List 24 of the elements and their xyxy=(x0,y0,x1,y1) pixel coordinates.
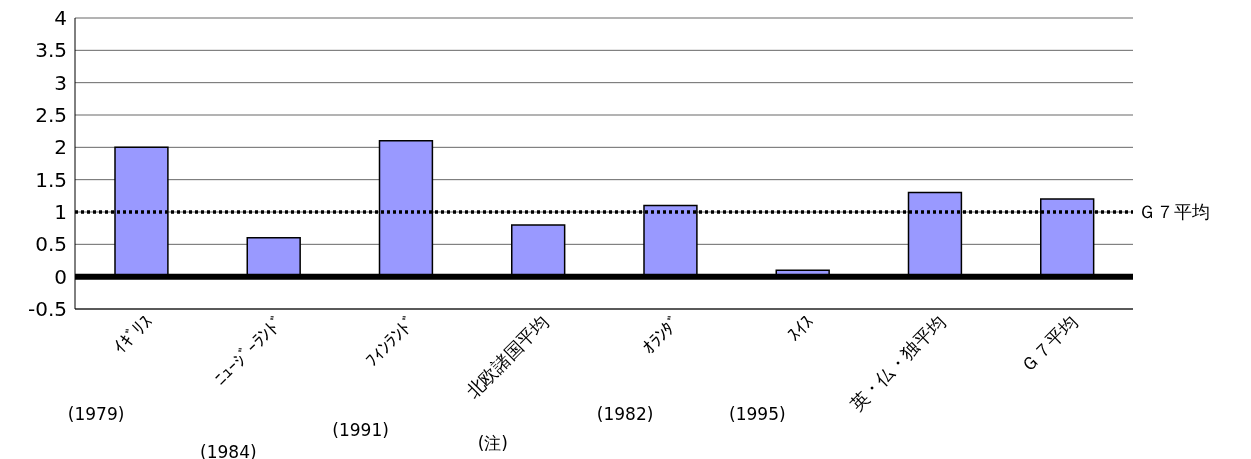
ref-line-label: Ｇ７平均 xyxy=(1138,201,1210,223)
y-tick-label: 2.5 xyxy=(35,103,67,128)
x-tick-label: ﾌｨﾝﾗﾝﾄﾞ xyxy=(361,310,421,371)
y-tick-label: 1 xyxy=(54,200,67,225)
y-tick-label: 4 xyxy=(54,6,67,31)
x-tick-label: 英・仏・独平均 xyxy=(845,310,950,415)
x-tick-label: Ｇ７平均 xyxy=(1015,310,1082,377)
y-tick-label: -0.5 xyxy=(27,297,67,322)
x-tick-label: ｽｲｽ xyxy=(783,310,818,345)
y-tick-label: 0.5 xyxy=(35,232,67,257)
x-tick-label: ﾆｭｰｼﾞｰﾗﾝﾄﾞ xyxy=(209,310,289,390)
y-tick-label: 3.5 xyxy=(35,38,67,63)
text: (1991) xyxy=(331,420,390,440)
y-tick-label: 2 xyxy=(54,135,67,160)
text: (1979) xyxy=(66,404,126,424)
x-tick-label: ｵﾗﾝﾀﾞ xyxy=(638,310,685,358)
text: (1982) xyxy=(595,404,655,424)
x-tick-label: 北欧諸国平均 xyxy=(461,310,553,403)
y-tick-label: 0 xyxy=(54,264,67,289)
text: (1995) xyxy=(728,404,787,424)
y-tick-label: 3 xyxy=(54,70,67,95)
text: (注) xyxy=(476,432,509,455)
x-tick-label: ｲｷﾞﾘｽ xyxy=(109,310,156,358)
y-tick-label: 1.5 xyxy=(35,167,67,192)
